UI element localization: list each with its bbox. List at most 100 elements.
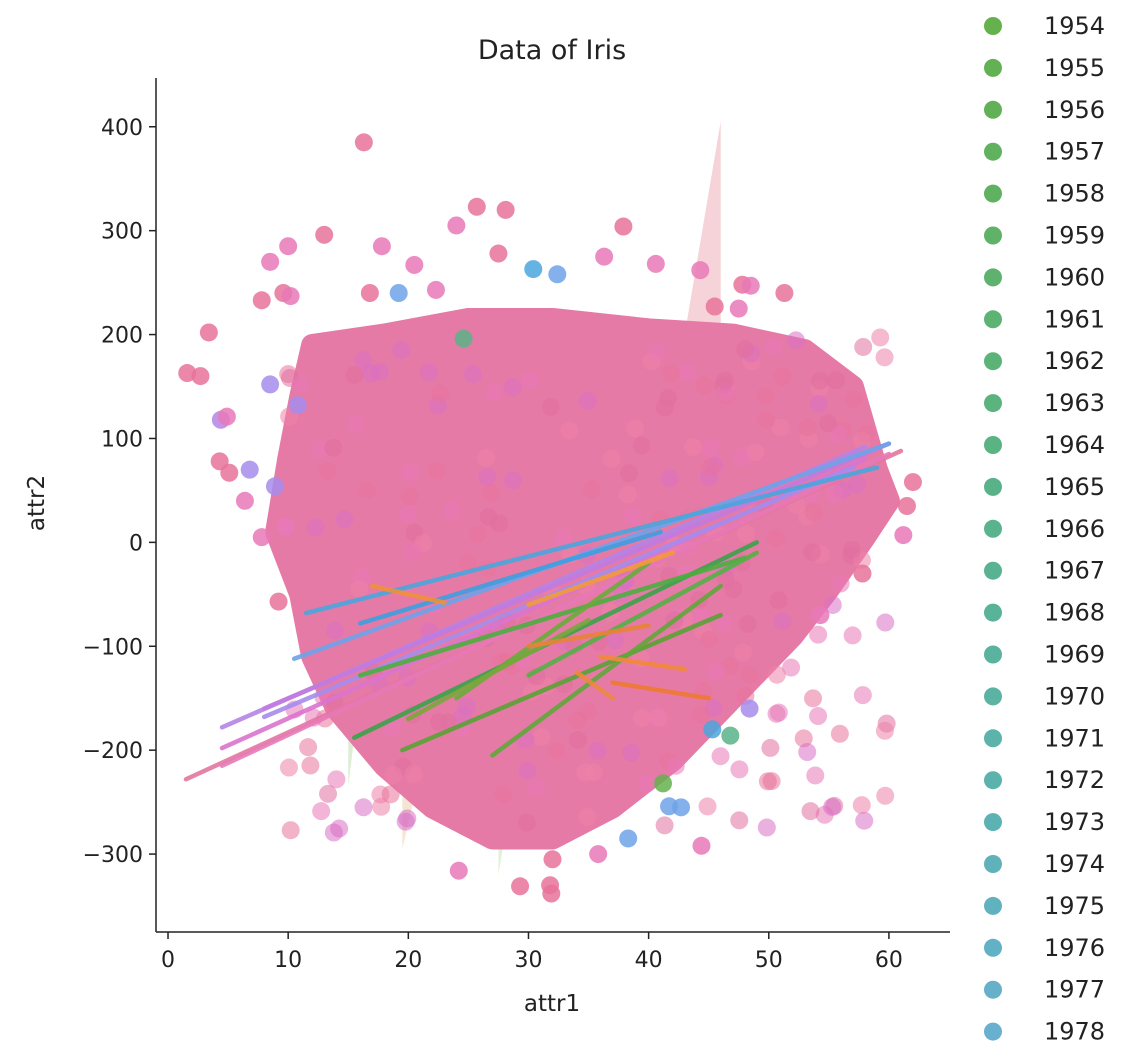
cloud-point [766, 529, 785, 548]
legend-label: 1966 [1044, 515, 1105, 543]
cloud-point [370, 362, 389, 381]
cloud-point [392, 341, 411, 360]
x-tick-label: 60 [875, 948, 903, 973]
cloud-point [819, 414, 838, 433]
cloud-point [345, 415, 364, 434]
cloud-point [706, 662, 725, 681]
cloud-point [494, 784, 513, 803]
scatter-point [496, 200, 515, 219]
legend-label: 1960 [1044, 263, 1105, 291]
cloud-point [299, 738, 318, 757]
cloud-point [606, 631, 625, 650]
cloud-point [756, 386, 775, 405]
legend-marker [984, 184, 1002, 203]
cloud-point [477, 449, 496, 468]
cloud-point [692, 705, 711, 724]
cloud-point [517, 813, 536, 832]
legend-marker [984, 268, 1002, 287]
legend-marker [984, 980, 1002, 999]
chart-title: Data of Iris [478, 35, 626, 66]
cloud-point [875, 348, 894, 367]
cloud-point [831, 574, 850, 593]
cloud-point [325, 621, 344, 640]
cloud-point [350, 580, 369, 599]
cloud-point [771, 418, 790, 437]
cloud-point [649, 708, 668, 727]
cloud-point [354, 798, 373, 817]
scatter-point [541, 876, 560, 895]
cloud-point [736, 340, 755, 359]
scatter-point [449, 861, 468, 880]
cloud-point [301, 756, 320, 775]
legend-marker [984, 100, 1002, 119]
scatter-point [199, 323, 218, 342]
cloud-point [876, 786, 895, 805]
cloud-point [734, 643, 753, 662]
cloud-point [655, 398, 674, 417]
cloud-point [762, 772, 781, 791]
scatter-point [281, 287, 300, 306]
scatter-point [447, 216, 466, 235]
legend-label: 1977 [1044, 976, 1105, 1004]
cloud-point [633, 708, 652, 727]
legend-marker [984, 645, 1002, 664]
cloud-point [767, 665, 786, 684]
cloud-point [804, 689, 823, 708]
legend-label: 1964 [1044, 431, 1105, 459]
cloud-point [381, 785, 400, 804]
cloud-point [428, 461, 447, 480]
scatter-point [217, 407, 236, 426]
cloud-point [767, 704, 786, 723]
legend-marker [984, 519, 1002, 538]
cloud-point [279, 758, 298, 777]
legend-marker [984, 813, 1002, 832]
cloud-point [431, 384, 450, 403]
scatter-point [240, 460, 259, 479]
confidence-band-0 [684, 121, 721, 335]
scatter-point [360, 284, 379, 302]
legend-label: 1978 [1044, 1018, 1105, 1046]
scatter-point [646, 254, 665, 273]
cloud-point [798, 743, 817, 762]
legend-marker [984, 310, 1002, 329]
cloud-point [871, 328, 890, 347]
cloud-point [844, 390, 863, 409]
cloud-point [372, 797, 391, 816]
scatter-point [426, 280, 445, 299]
regression-line [574, 669, 615, 701]
scatter-point [740, 699, 759, 718]
cloud-point [588, 741, 607, 760]
scatter-point [548, 265, 567, 284]
cloud-point [469, 524, 488, 543]
regression-line [526, 550, 760, 678]
legend-label: 1958 [1044, 180, 1105, 208]
legend-marker [984, 771, 1002, 790]
cloud-point [312, 802, 331, 821]
x-tick-label: 0 [161, 948, 175, 973]
cloud-point [503, 378, 522, 397]
cloud-point [660, 469, 679, 488]
cloud-point [732, 448, 751, 467]
scatter-point [279, 237, 298, 256]
regression-line [400, 612, 723, 753]
cloud-point [632, 436, 651, 455]
legend-marker [984, 352, 1002, 371]
regression-line [370, 583, 447, 605]
cloud-point [306, 518, 325, 537]
cloud-point [842, 540, 861, 559]
cloud-point [403, 543, 422, 562]
x-tick-label: 40 [635, 948, 663, 973]
cloud-point [482, 483, 501, 502]
cloud-point [578, 807, 597, 826]
cloud-point [582, 480, 601, 499]
cloud-point [576, 763, 595, 782]
cloud-point [757, 410, 776, 429]
scatter-point [265, 477, 284, 496]
scatter-point [691, 261, 710, 280]
scatter-point [903, 473, 922, 492]
cloud-point [568, 730, 587, 749]
scatter-point [269, 592, 288, 611]
legend-marker [984, 938, 1002, 957]
legend-label: 1961 [1044, 305, 1105, 333]
cloud-point [291, 375, 310, 394]
